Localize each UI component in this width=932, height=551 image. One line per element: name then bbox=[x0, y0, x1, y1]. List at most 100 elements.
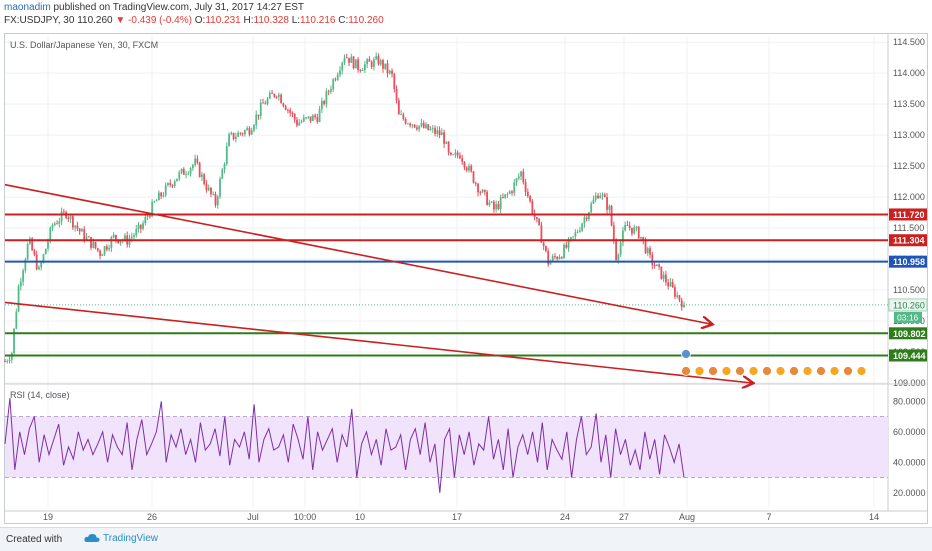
candle-body bbox=[588, 212, 590, 220]
candle-body bbox=[153, 201, 156, 203]
author-link[interactable]: maonadim bbox=[4, 2, 51, 13]
candle-body bbox=[590, 203, 593, 213]
candle-body bbox=[563, 244, 565, 259]
high-value: 110.328 bbox=[253, 15, 289, 26]
candle-body bbox=[502, 197, 504, 199]
candle-body bbox=[110, 237, 113, 249]
candle-body bbox=[341, 62, 344, 71]
candle-body bbox=[368, 59, 371, 62]
time-tick-label: 17 bbox=[452, 512, 462, 522]
candle-body bbox=[307, 116, 310, 118]
candle-body bbox=[535, 217, 538, 219]
candle-body bbox=[108, 248, 111, 250]
last-price: 110.260 bbox=[77, 15, 113, 26]
event-flag-icon bbox=[843, 366, 853, 376]
publish-line: maonadim published on TradingView.com, J… bbox=[4, 2, 304, 13]
candle-body bbox=[214, 194, 217, 206]
level-price-tag bbox=[889, 208, 927, 221]
candle-body bbox=[488, 202, 491, 206]
level-price-label: 109.444 bbox=[893, 351, 926, 361]
candle-body bbox=[520, 171, 522, 177]
candle-body bbox=[359, 70, 362, 71]
candle-body bbox=[511, 191, 513, 193]
candle-body bbox=[393, 74, 396, 90]
level-price-tag bbox=[889, 255, 927, 268]
candle-body bbox=[619, 242, 622, 255]
candle-body bbox=[646, 248, 649, 254]
event-flag-icon bbox=[748, 366, 759, 376]
candle-body bbox=[436, 130, 439, 134]
candle-body bbox=[169, 183, 172, 185]
candle-body bbox=[212, 194, 215, 195]
candle-body bbox=[655, 264, 658, 267]
tradingview-link[interactable]: TradingView bbox=[84, 533, 158, 544]
candle-body bbox=[293, 113, 296, 120]
candle-body bbox=[674, 287, 676, 297]
candle-body bbox=[515, 178, 518, 183]
candle-body bbox=[524, 182, 527, 192]
candle-body bbox=[228, 134, 230, 147]
event-flag-icon bbox=[708, 366, 718, 376]
candle-body bbox=[6, 361, 9, 362]
candle-body bbox=[483, 189, 486, 192]
candle-body bbox=[658, 264, 661, 267]
candle-body bbox=[47, 241, 49, 249]
candle-body bbox=[171, 184, 174, 186]
level-price-tag bbox=[889, 234, 927, 247]
price-tick-label: 109.000 bbox=[893, 378, 926, 388]
time-tick-label: 7 bbox=[766, 512, 771, 522]
candle-body bbox=[273, 93, 276, 97]
time-tick-label: 24 bbox=[560, 512, 570, 522]
candle-body bbox=[404, 118, 407, 124]
candle-body bbox=[680, 300, 683, 308]
created-with-text: Created with bbox=[6, 534, 63, 545]
candle-body bbox=[379, 60, 382, 65]
candle-body bbox=[158, 192, 160, 201]
candle-body bbox=[635, 226, 638, 228]
close-label: C: bbox=[338, 15, 349, 26]
candle-body bbox=[78, 228, 81, 232]
price-tick-label: 111.500 bbox=[893, 223, 924, 233]
open-value: 110.231 bbox=[205, 15, 241, 26]
candle-body bbox=[148, 216, 151, 218]
countdown-label: 03:16 bbox=[897, 312, 919, 322]
candle-body bbox=[42, 254, 45, 263]
candle-body bbox=[4, 361, 6, 363]
candle-body bbox=[178, 172, 181, 179]
candle-body bbox=[354, 59, 357, 69]
low-label: L: bbox=[291, 15, 301, 26]
candle-body bbox=[599, 195, 602, 199]
candle-body bbox=[499, 197, 502, 210]
price-chart[interactable]: 114.500 114.000 113.500 113.000 112.500 112.0… bbox=[0, 0, 932, 527]
candle-body bbox=[284, 106, 287, 110]
candle-body bbox=[542, 242, 545, 246]
candle-body bbox=[397, 100, 400, 115]
candle-body bbox=[182, 168, 185, 175]
candle-body bbox=[517, 176, 520, 179]
candle-body bbox=[373, 59, 375, 67]
candle-body bbox=[105, 246, 108, 250]
candle-body bbox=[459, 155, 461, 159]
candle-body bbox=[481, 189, 484, 193]
chart-frame[interactable] bbox=[4, 33, 928, 524]
candle-body bbox=[470, 165, 473, 172]
candle-body bbox=[411, 124, 414, 126]
candle-body bbox=[296, 119, 298, 126]
candle-body bbox=[17, 286, 20, 312]
candle-body bbox=[8, 359, 11, 362]
candle-body bbox=[413, 124, 416, 128]
candle-body bbox=[67, 217, 70, 219]
candle-body bbox=[275, 96, 278, 98]
candle-body bbox=[207, 187, 210, 191]
change-value: ▼ -0.439 (-0.4%) bbox=[115, 15, 192, 26]
time-tick-label: 10 bbox=[355, 512, 365, 522]
candle-body bbox=[230, 132, 233, 135]
candle-body bbox=[26, 243, 29, 260]
candle-body bbox=[305, 117, 307, 119]
candle-body bbox=[477, 183, 479, 193]
candle-body bbox=[425, 124, 427, 128]
candle-body bbox=[282, 103, 285, 107]
candle-body bbox=[289, 109, 292, 113]
candle-body bbox=[151, 201, 154, 217]
candle-body bbox=[601, 194, 604, 196]
